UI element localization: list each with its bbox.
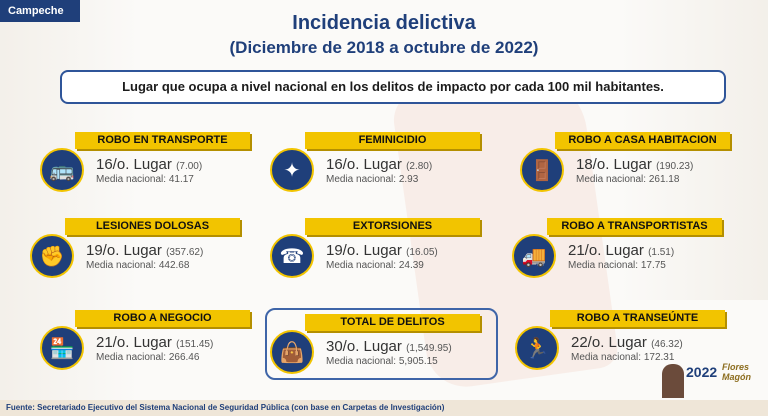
card-robo-transportistas: ROBO A TRANSPORTISTAS 🚚 21/o. Lugar (1.5… xyxy=(512,218,742,288)
page-title: Incidencia delictiva xyxy=(292,12,476,34)
card-total-delitos: TOTAL DE DELITOS 👜 30/o. Lugar (1,549.95… xyxy=(270,314,500,384)
card-label: ROBO A NEGOCIO xyxy=(75,310,250,327)
card-media: Media nacional: 17.75 xyxy=(568,260,666,271)
victim-icon: ✦ xyxy=(270,148,314,192)
card-rank: 19/o. Lugar (16.05) xyxy=(326,242,438,259)
card-media: Media nacional: 442.68 xyxy=(86,260,190,271)
card-media: Media nacional: 2.93 xyxy=(326,174,419,185)
card-robo-negocio: ROBO A NEGOCIO 🏪 21/o. Lugar (151.45) Me… xyxy=(40,310,270,380)
card-label: ROBO A CASA HABITACION xyxy=(555,132,730,149)
card-rank: 22/o. Lugar (46.32) xyxy=(571,334,683,351)
card-label: LESIONES DOLOSAS xyxy=(65,218,240,235)
card-rank: 21/o. Lugar (1.51) xyxy=(568,242,675,259)
logo-name: Flores Magón xyxy=(722,362,751,382)
card-label: ROBO A TRANSEÚNTE xyxy=(550,310,725,327)
card-media: Media nacional: 24.39 xyxy=(326,260,424,271)
page-subtitle: (Diciembre de 2018 a octubre de 2022) xyxy=(229,38,539,57)
card-feminicidio: FEMINICIDIO ✦ 16/o. Lugar (2.80) Media n… xyxy=(270,132,500,202)
card-rank: 18/o. Lugar (190.23) xyxy=(576,156,694,173)
house-burglar-icon: 🚪 xyxy=(520,148,564,192)
card-lesiones: LESIONES DOLOSAS ✊ 19/o. Lugar (357.62) … xyxy=(30,218,260,288)
card-rank: 16/o. Lugar (2.80) xyxy=(326,156,433,173)
card-label: FEMINICIDIO xyxy=(305,132,480,149)
card-rank: 21/o. Lugar (151.45) xyxy=(96,334,214,351)
pedestrian-robbery-icon: 🏃 xyxy=(515,326,559,370)
extortion-icon: ☎ xyxy=(270,234,314,278)
card-media: Media nacional: 41.17 xyxy=(96,174,194,185)
card-rank: 19/o. Lugar (357.62) xyxy=(86,242,204,259)
card-extorsiones: EXTORSIONES ☎ 19/o. Lugar (16.05) Media … xyxy=(270,218,500,288)
card-media: Media nacional: 266.46 xyxy=(96,352,200,363)
card-label: TOTAL DE DELITOS xyxy=(305,314,480,331)
assault-icon: ✊ xyxy=(30,234,74,278)
card-media: Media nacional: 172.31 xyxy=(571,352,675,363)
shop-robbery-icon: 🏪 xyxy=(40,326,84,370)
truck-icon: 🚚 xyxy=(512,234,556,278)
card-label: EXTORSIONES xyxy=(305,218,480,235)
card-media: Media nacional: 5,905.15 xyxy=(326,356,438,367)
avatar xyxy=(662,364,684,398)
bus-icon: 🚌 xyxy=(40,148,84,192)
source-footer: Fuente: Secretariado Ejecutivo del Siste… xyxy=(0,400,768,416)
background-pattern-right xyxy=(618,0,768,300)
card-robo-casa: ROBO A CASA HABITACION 🚪 18/o. Lugar (19… xyxy=(520,132,750,202)
state-tab: Campeche xyxy=(0,0,80,22)
card-label: ROBO A TRANSPORTISTAS xyxy=(547,218,722,235)
card-rank: 16/o. Lugar (7.00) xyxy=(96,156,203,173)
logo-2022-flores-magon: 2022 Flores Magón xyxy=(662,360,762,404)
logo-year: 2022 xyxy=(686,364,718,380)
card-media: Media nacional: 261.18 xyxy=(576,174,680,185)
card-robo-transporte: ROBO EN TRANSPORTE 🚌 16/o. Lugar (7.00) … xyxy=(40,132,270,202)
card-label: ROBO EN TRANSPORTE xyxy=(75,132,250,149)
card-robo-transeunte: ROBO A TRANSEÚNTE 🏃 22/o. Lugar (46.32) … xyxy=(515,310,745,380)
card-rank: 30/o. Lugar (1,549.95) xyxy=(326,338,452,355)
total-highlight-box xyxy=(265,308,498,380)
description-banner: Lugar que ocupa a nivel nacional en los … xyxy=(60,70,726,104)
thief-bag-icon: 👜 xyxy=(270,330,314,374)
